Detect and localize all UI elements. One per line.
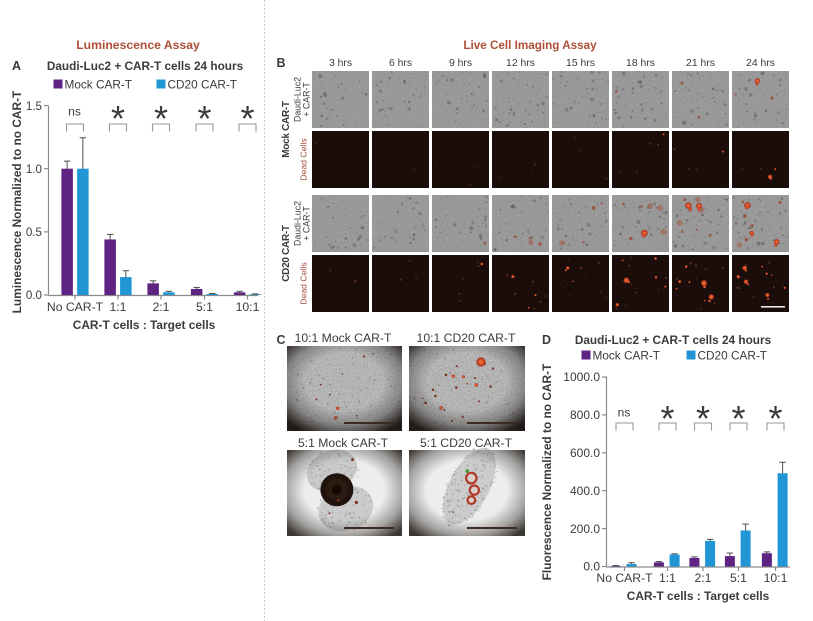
svg-text:No CAR-T: No CAR-T [596,571,653,585]
svg-text:*: * [111,98,125,139]
svg-text:CAR-T cells : Target cells: CAR-T cells : Target cells [73,318,216,332]
svg-text:10:1: 10:1 [764,571,788,585]
svg-text:A: A [12,59,21,73]
svg-text:ns: ns [618,406,631,420]
svg-text:5:1: 5:1 [730,571,747,585]
svg-text:*: * [696,398,710,439]
svg-text:C: C [276,333,285,347]
svg-text:No CAR-T: No CAR-T [47,300,104,314]
svg-text:Fluorescence Normalized to no: Fluorescence Normalized to no CAR-T [540,363,554,580]
svg-text:CD20 CAR-T: CD20 CAR-T [281,225,292,282]
svg-text:6 hrs: 6 hrs [389,58,412,69]
svg-text:2:1: 2:1 [695,571,712,585]
svg-text:Mock CAR-T: Mock CAR-T [65,78,133,92]
svg-text:1:1: 1:1 [659,571,676,585]
svg-text:9 hrs: 9 hrs [449,58,472,69]
svg-text:5:1: 5:1 [196,300,213,314]
svg-text:0.5: 0.5 [26,226,42,239]
svg-text:3 hrs: 3 hrs [329,58,352,69]
svg-text:Mock CAR-T: Mock CAR-T [593,349,661,363]
svg-text:400.0: 400.0 [570,484,600,498]
svg-text:Luminescence Assay: Luminescence Assay [76,38,200,52]
svg-text:*: * [240,98,254,139]
svg-text:*: * [197,98,211,139]
svg-text:Live Cell Imaging Assay: Live Cell Imaging Assay [463,39,597,52]
svg-text:*: * [768,398,782,439]
svg-text:ns: ns [68,104,81,118]
svg-text:0.0: 0.0 [26,289,42,302]
svg-text:D: D [542,333,551,347]
svg-text:Luminescence Normalized to no: Luminescence Normalized to no CAR-T [10,90,24,313]
svg-text:Dead Cells: Dead Cells [299,138,309,181]
svg-text:1.5: 1.5 [26,100,42,113]
svg-text:600.0: 600.0 [570,446,600,460]
svg-text:CD20 CAR-T: CD20 CAR-T [698,349,767,363]
svg-text:Dead Cells: Dead Cells [299,262,309,305]
svg-text:CAR-T cells : Target cells: CAR-T cells : Target cells [627,589,770,603]
svg-text:Daudi-Luc2 + CAR-T cells 24 ho: Daudi-Luc2 + CAR-T cells 24 hours [575,333,772,347]
svg-text:15 hrs: 15 hrs [566,58,595,69]
svg-text:1:1: 1:1 [110,300,127,314]
svg-text:*: * [154,98,168,139]
svg-text:Daudi-Luc2 + CAR-T cells 24 ho: Daudi-Luc2 + CAR-T cells 24 hours [47,59,244,73]
svg-text:1000.0: 1000.0 [563,370,600,384]
svg-text:12 hrs: 12 hrs [506,58,535,69]
svg-text:Daudi-Luc2: Daudi-Luc2 [293,77,303,122]
svg-text:24 hrs: 24 hrs [746,58,775,69]
svg-text:*: * [731,398,745,439]
svg-text:0.0: 0.0 [583,560,600,574]
svg-text:5:1 Mock CAR-T: 5:1 Mock CAR-T [298,436,389,450]
svg-text:10:1 Mock CAR-T: 10:1 Mock CAR-T [295,331,392,345]
svg-text:2:1: 2:1 [153,300,170,314]
svg-text:+ CAR-T: + CAR-T [302,206,312,241]
svg-text:200.0: 200.0 [570,522,600,536]
svg-text:Mock CAR-T: Mock CAR-T [281,101,292,158]
svg-text:10:1: 10:1 [236,300,260,314]
svg-text:18 hrs: 18 hrs [626,58,655,69]
svg-text:*: * [660,398,674,439]
svg-text:CD20 CAR-T: CD20 CAR-T [168,78,237,92]
svg-text:1.0: 1.0 [26,163,42,176]
svg-text:B: B [276,56,285,70]
svg-text:10:1 CD20 CAR-T: 10:1 CD20 CAR-T [417,331,516,345]
svg-text:800.0: 800.0 [570,408,600,422]
svg-text:Daudi-Luc2: Daudi-Luc2 [293,201,303,246]
svg-text:5:1 CD20 CAR-T: 5:1 CD20 CAR-T [420,436,513,450]
svg-text:+ CAR-T: + CAR-T [302,82,312,117]
svg-text:21 hrs: 21 hrs [686,58,715,69]
